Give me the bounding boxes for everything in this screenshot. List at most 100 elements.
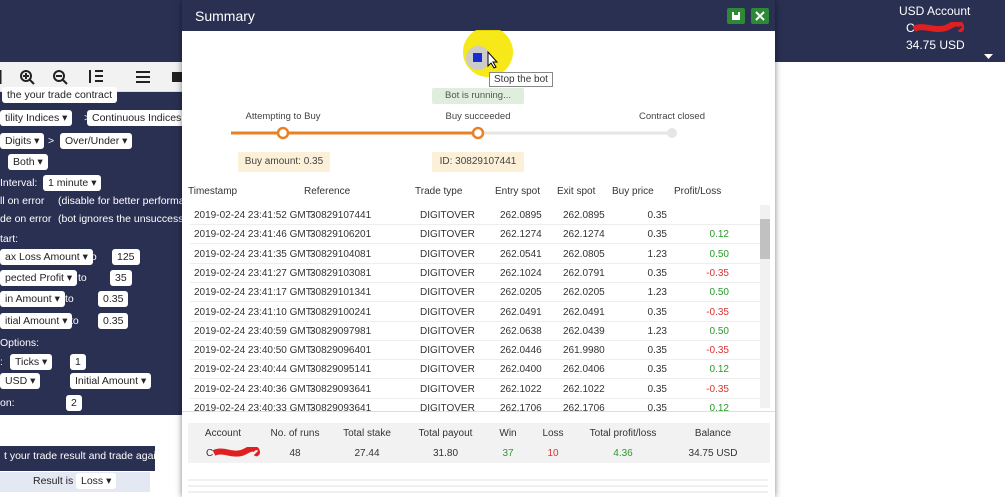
- summary-table: Account No. of runs Total stake Total payou…: [188, 423, 770, 463]
- table-row: [190, 264, 762, 283]
- tooltip: Stop the bot: [489, 72, 553, 87]
- table-cell: 0.35: [647, 306, 667, 318]
- table-cell: 2019-02-24 23:41:35 GMT-: [194, 248, 315, 260]
- field: 35: [110, 270, 132, 286]
- summary-header: No. of runs: [270, 428, 320, 439]
- step-label: Contract closed: [638, 111, 705, 122]
- table-cell: 30829093641: [310, 383, 372, 395]
- table-cell: 2019-02-24 23:41:46 GMT-: [194, 229, 315, 241]
- summary-value: 4.36: [613, 448, 633, 459]
- label: to: [88, 251, 97, 263]
- field: USD ▾: [0, 373, 41, 389]
- field: 0.35: [98, 313, 129, 329]
- table-cell: 262.0491: [563, 306, 605, 318]
- table-cell: DIGITOVER: [420, 229, 475, 241]
- label: on:: [0, 397, 15, 409]
- table-cell: 261.9980: [563, 345, 605, 357]
- label: :: [0, 356, 3, 368]
- account-name: C: [906, 21, 915, 35]
- table-cell: 0.12: [709, 403, 729, 412]
- table-cell: DIGITOVER: [420, 364, 475, 376]
- field: itial Amount ▾: [0, 313, 73, 329]
- modal-header: Summary: [182, 0, 775, 31]
- summary-value: C: [206, 448, 214, 459]
- summary-header: Total stake: [343, 428, 391, 439]
- table-row: [190, 283, 762, 303]
- table-cell: 0.35: [647, 345, 667, 357]
- field: the your trade contract: [2, 87, 118, 103]
- table-cell: 0.35: [647, 383, 667, 395]
- label: de on error: [0, 213, 52, 225]
- table-cell: 30829097981: [310, 325, 372, 337]
- field: Loss ▾: [76, 473, 117, 489]
- table-cell: 2019-02-24 23:41:17 GMT-: [194, 287, 315, 299]
- table-cell: DIGITOVER: [420, 210, 475, 221]
- table-cell: 30829106201: [310, 229, 372, 241]
- table-cell: 2019-02-24 23:41:52 GMT-: [194, 210, 315, 221]
- table-cell: 262.1274: [563, 229, 605, 241]
- field: ax Loss Amount ▾: [0, 249, 93, 265]
- table-row: [190, 303, 762, 322]
- label: Result is: [33, 475, 74, 487]
- table-row: [190, 360, 762, 380]
- table-cell: 262.0791: [563, 267, 605, 279]
- field: 125: [112, 249, 140, 265]
- summary-value: 34.75 USD: [688, 448, 738, 459]
- table-cell: 0.12: [709, 229, 729, 241]
- column-header: Reference: [304, 186, 351, 197]
- step-box: ID: 30829107441: [432, 152, 524, 172]
- field: Over/Under ▾: [60, 133, 133, 149]
- redaction: [212, 447, 260, 457]
- table-cell: 30829107441: [310, 210, 372, 221]
- table-cell: 262.0895: [563, 210, 605, 221]
- table-row: [190, 380, 762, 399]
- column-header: Exit spot: [557, 186, 596, 197]
- label: to: [65, 293, 74, 305]
- field: 1: [70, 354, 86, 370]
- summary-header: Total payout: [418, 428, 473, 439]
- step-label: Buy succeeded: [445, 111, 511, 122]
- table-cell: 1.23: [647, 248, 667, 260]
- table-cell: 30829103081: [310, 267, 372, 279]
- table-cell: 262.0205: [500, 287, 542, 299]
- column-header: Trade type: [415, 186, 463, 197]
- table-cell: 262.0400: [500, 364, 542, 376]
- table-cell: 262.1706: [563, 403, 605, 412]
- summary-value: 37: [502, 448, 514, 459]
- table-cell: DIGITOVER: [420, 248, 475, 260]
- progress: [231, 126, 677, 140]
- label: (disable for better performance: [58, 195, 202, 207]
- table-cell: DIGITOVER: [420, 306, 475, 318]
- table-cell: 0.35: [647, 229, 667, 241]
- toolbar-icons[interactable]: [0, 62, 182, 92]
- table-cell: -0.35: [706, 306, 729, 318]
- table-row: [190, 206, 762, 225]
- table-cell: 30829095141: [310, 364, 372, 376]
- table-cell: 0.35: [647, 267, 667, 279]
- table-row: [190, 341, 762, 361]
- table-cell: 0.35: [647, 210, 667, 221]
- field: tility Indices ▾: [0, 110, 73, 126]
- table-cell: 262.0406: [563, 364, 605, 376]
- summary-modal: Summary Stop the bot Bot is running... A…: [182, 0, 775, 497]
- table-cell: 1.23: [647, 287, 667, 299]
- table-cell: 0.50: [709, 325, 729, 337]
- dropdown-arrow[interactable]: [984, 54, 994, 60]
- block: [0, 446, 155, 471]
- summary-value: 48: [289, 448, 301, 459]
- column-header: Profit/Loss: [674, 186, 722, 197]
- table-cell: 262.1022: [563, 383, 605, 395]
- field: 2: [66, 395, 82, 411]
- stop-button[interactable]: [452, 30, 522, 80]
- close-button[interactable]: [751, 8, 769, 24]
- table-cell: 262.0491: [500, 306, 542, 318]
- column-header: Buy price: [612, 186, 654, 197]
- summary-value: 10: [547, 448, 559, 459]
- modal-title: Summary: [195, 8, 255, 24]
- column-header: Entry spot: [495, 186, 541, 197]
- table-cell: -0.35: [706, 383, 729, 395]
- table-cell: 0.50: [709, 287, 729, 299]
- save-button[interactable]: [727, 8, 745, 24]
- scrollbar[interactable]: [760, 205, 770, 408]
